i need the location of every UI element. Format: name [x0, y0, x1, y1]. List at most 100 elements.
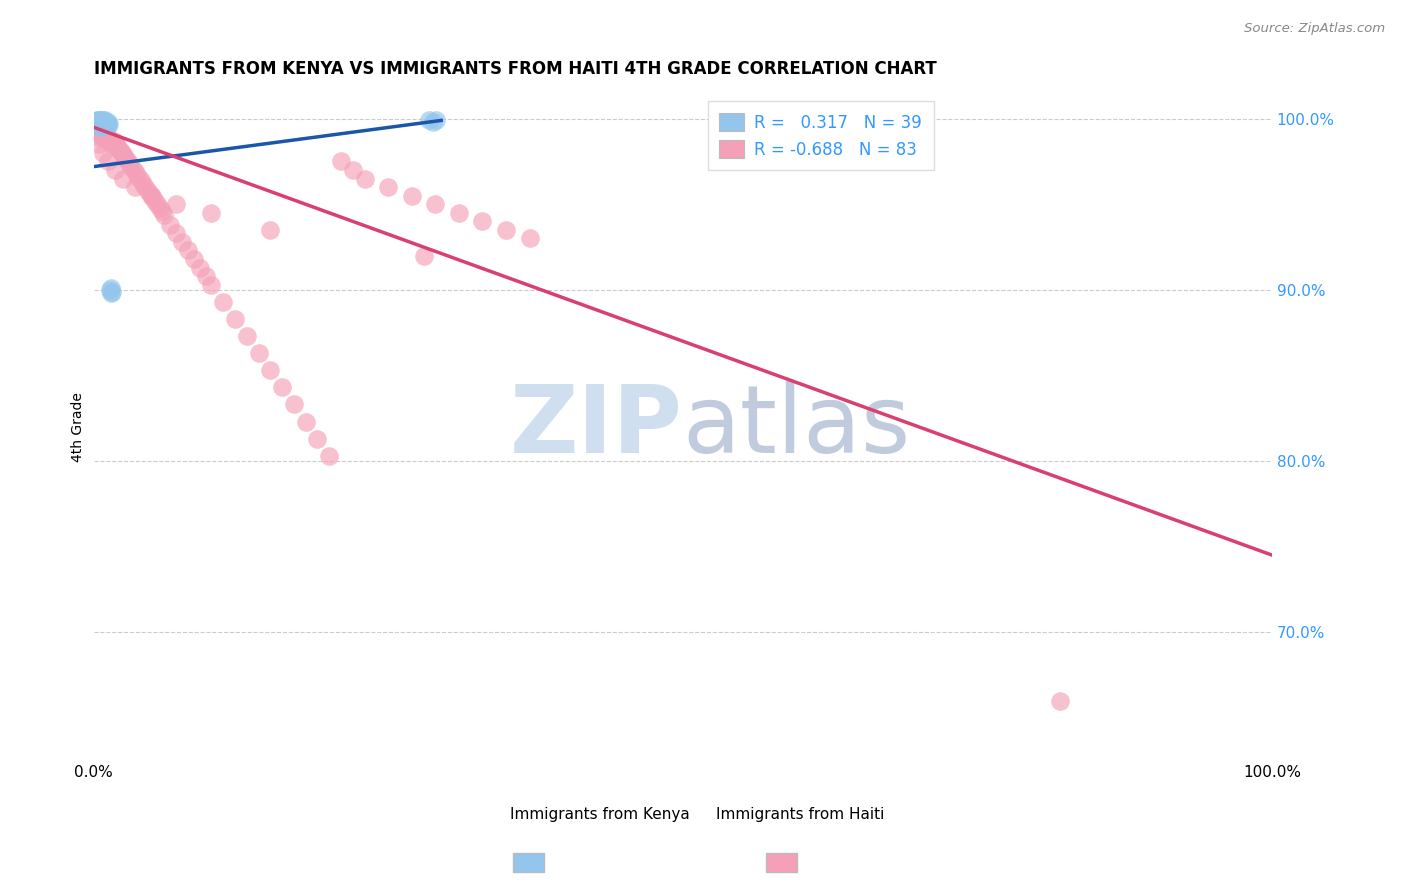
Point: [100, 136, 122, 150]
Point: [96, 117, 118, 131]
Point: [146, 197, 169, 211]
Point: [194, 269, 217, 284]
Point: [519, 231, 541, 245]
Point: [127, 169, 149, 184]
Point: [148, 201, 170, 215]
Point: [120, 160, 142, 174]
Point: [150, 204, 173, 219]
Point: [153, 208, 176, 222]
Point: [87, 115, 110, 129]
Point: [89, 115, 111, 129]
Point: [89, 113, 111, 128]
Point: [97, 115, 120, 129]
Point: [90, 124, 112, 138]
Point: [97, 119, 120, 133]
Point: [90, 115, 112, 129]
Point: [124, 180, 146, 194]
Point: [294, 415, 316, 429]
Point: [100, 281, 122, 295]
Point: [101, 285, 124, 299]
Point: [212, 294, 235, 309]
Point: [318, 449, 340, 463]
Point: [259, 363, 281, 377]
Point: [170, 235, 193, 249]
Point: [139, 186, 162, 201]
Point: [188, 260, 211, 275]
Point: [86, 113, 108, 128]
Point: [112, 149, 135, 163]
Point: [104, 163, 127, 178]
Point: [90, 117, 112, 131]
Point: [97, 132, 120, 146]
Point: [165, 197, 187, 211]
Point: [141, 190, 163, 204]
Point: [401, 188, 423, 202]
Point: [90, 117, 112, 131]
Point: [94, 132, 117, 146]
Point: [90, 113, 112, 128]
Point: [110, 145, 132, 159]
Point: [425, 197, 447, 211]
Text: Immigrants from Haiti: Immigrants from Haiti: [717, 807, 884, 822]
Point: [91, 113, 114, 128]
Point: [125, 166, 148, 180]
Point: [104, 136, 127, 150]
Point: [96, 128, 118, 143]
Point: [105, 139, 128, 153]
Point: [101, 137, 124, 152]
Point: [98, 134, 121, 148]
Point: [87, 125, 110, 139]
Point: [129, 173, 152, 187]
Point: [307, 432, 329, 446]
Point: [200, 277, 222, 292]
Point: [271, 380, 294, 394]
Point: [200, 206, 222, 220]
Point: [422, 115, 444, 129]
Point: [97, 117, 120, 131]
Point: [159, 218, 181, 232]
Point: [141, 188, 163, 202]
Point: [89, 137, 111, 152]
Point: [90, 115, 112, 129]
Point: [93, 115, 115, 129]
Point: [108, 143, 131, 157]
Point: [90, 113, 112, 128]
Point: [91, 117, 114, 131]
Point: [97, 130, 120, 145]
Point: [412, 249, 434, 263]
Point: [90, 120, 112, 135]
Point: [87, 113, 110, 128]
Point: [112, 171, 135, 186]
Point: [89, 119, 111, 133]
Point: [97, 154, 120, 169]
Point: [183, 252, 205, 266]
Point: [330, 154, 353, 169]
Point: [111, 145, 134, 160]
Point: [84, 115, 107, 129]
Point: [107, 141, 129, 155]
Point: [91, 119, 114, 133]
Point: [418, 113, 440, 128]
Point: [86, 124, 108, 138]
Point: [94, 113, 117, 128]
Point: [93, 130, 115, 145]
Point: [91, 145, 114, 160]
Point: [471, 214, 494, 228]
Point: [143, 194, 166, 208]
Point: [118, 156, 141, 170]
Point: [283, 397, 305, 411]
Point: [259, 223, 281, 237]
Point: [89, 117, 111, 131]
Text: ZIP: ZIP: [510, 381, 683, 473]
Point: [495, 223, 517, 237]
Text: Immigrants from Kenya: Immigrants from Kenya: [510, 807, 690, 822]
Point: [134, 180, 156, 194]
Legend: R =   0.317   N = 39, R = -0.688   N = 83: R = 0.317 N = 39, R = -0.688 N = 83: [707, 102, 934, 170]
Point: [103, 134, 125, 148]
Point: [89, 127, 111, 141]
Point: [447, 206, 470, 220]
Point: [90, 125, 112, 139]
Point: [114, 151, 136, 165]
Point: [100, 286, 122, 301]
Point: [425, 113, 447, 128]
